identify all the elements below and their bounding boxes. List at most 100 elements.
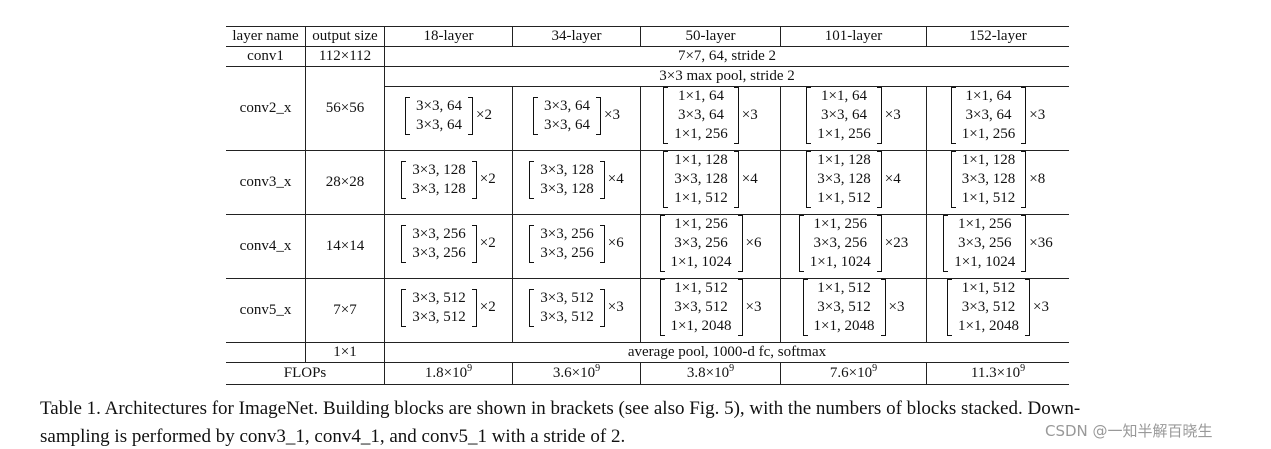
block-layer: 3×3, 128 (540, 180, 594, 197)
block-layers: 1×1, 512 3×3, 512 1×1, 2048 (671, 279, 732, 336)
bracket-group: 3×3, 512 3×3, 512 (401, 288, 477, 327)
block-layer: 3×3, 512 (961, 299, 1016, 315)
left-bracket (529, 160, 535, 199)
block-layer: 1×1, 1024 (809, 254, 871, 270)
block-layer: 3×3, 64 (416, 116, 462, 133)
block-layer: 3×3, 256 (412, 244, 466, 261)
block-layer: 3×3, 128 (412, 161, 466, 178)
block-count: ×2 (476, 107, 492, 123)
block-layer: 1×1, 64 (821, 88, 867, 104)
right-bracket (880, 279, 886, 336)
header-cell: 50-layer (640, 26, 781, 47)
right-bracket (876, 215, 882, 272)
block-cell: 1×1, 64 3×3, 64 1×1, 256 ×3 (926, 86, 1069, 151)
right-bracket (471, 160, 477, 199)
block-layers: 1×1, 256 3×3, 256 1×1, 1024 (954, 215, 1015, 272)
block-layer: 3×3, 512 (674, 299, 728, 315)
block-layer: 3×3, 128 (412, 180, 466, 197)
left-bracket (401, 288, 407, 327)
building-block: 3×3, 128 3×3, 128 ×2 (401, 160, 496, 199)
header-row: layer name output size 18-layer 34-layer 50-… (226, 26, 1069, 47)
block-count: ×2 (479, 171, 496, 187)
output-size: 56×56 (305, 66, 385, 151)
right-bracket (1021, 215, 1027, 272)
block-count: ×2 (479, 235, 496, 251)
bracket-group: 1×1, 128 3×3, 128 1×1, 512 (950, 151, 1027, 208)
building-block: 1×1, 512 3×3, 512 1×1, 2048 ×3 (659, 279, 761, 336)
block-layers: 3×3, 256 3×3, 256 (412, 225, 465, 263)
header-cell: output size (305, 26, 385, 47)
table-row: conv1 112×112 7×7, 64, stride 2 (226, 46, 1069, 67)
block-layer: 1×1, 1024 (670, 254, 732, 270)
block-count: ×3 (884, 107, 901, 123)
block-layer: 3×3, 128 (674, 171, 728, 187)
block-count: ×4 (607, 171, 624, 187)
block-count: ×2 (479, 299, 496, 315)
table-row: conv4_x 14×14 3×3, 256 3×3, 256 ×2 3×3, 256 3×… (226, 214, 1069, 279)
block-layers: 1×1, 512 3×3, 512 1×1, 2048 (814, 279, 875, 336)
flops-base: 7.6×10 (829, 365, 873, 381)
block-layer: 3×3, 64 (965, 107, 1012, 123)
bracket-group: 3×3, 512 3×3, 512 (529, 288, 605, 327)
block-cell: 1×1, 128 3×3, 128 1×1, 512 ×4 (780, 150, 927, 215)
left-bracket (947, 279, 953, 336)
layer-name: conv4_x (226, 214, 306, 279)
header-cell: 34-layer (512, 26, 641, 47)
block-layer: 1×1, 1024 (954, 254, 1016, 270)
right-bracket (876, 87, 882, 144)
layer-name: conv2_x (226, 66, 306, 151)
block-layer: 1×1, 512 (817, 190, 871, 206)
building-block: 3×3, 64 3×3, 64 ×2 (405, 96, 492, 135)
left-bracket (663, 87, 669, 144)
block-cell: 1×1, 256 3×3, 256 1×1, 1024 ×6 (640, 214, 781, 279)
watermark: CSDN @一知半解百晓生 (1045, 422, 1213, 440)
left-bracket (405, 96, 411, 135)
left-bracket (659, 215, 665, 272)
block-layer: 1×1, 512 (674, 280, 728, 296)
bracket-group: 1×1, 64 3×3, 64 1×1, 256 (663, 87, 739, 144)
bracket-group: 3×3, 128 3×3, 128 (401, 160, 477, 199)
block-cell: 1×1, 128 3×3, 128 1×1, 512 ×8 (926, 150, 1069, 215)
block-count: ×6 (745, 235, 762, 251)
block-layer: 1×1, 128 (961, 152, 1016, 168)
layer-name: conv1 (226, 46, 306, 67)
block-layer: 3×3, 256 (674, 235, 728, 251)
layer-name: conv3_x (226, 150, 306, 215)
block-cell: 3×3, 256 3×3, 256 ×6 (512, 214, 641, 279)
table-row: 3×3, 64 3×3, 64 ×2 3×3, 64 3×3, 64 ×3 1×1, 64 3… (226, 86, 1069, 151)
building-block: 1×1, 128 3×3, 128 1×1, 512 ×8 (950, 151, 1045, 208)
block-count: ×4 (741, 171, 758, 187)
block-layer: 1×1, 128 (817, 152, 871, 168)
bracket-group: 3×3, 256 3×3, 256 (529, 224, 605, 263)
block-layer: 3×3, 64 (544, 116, 590, 133)
bracket-group: 1×1, 512 3×3, 512 1×1, 2048 (947, 279, 1030, 336)
bracket-group: 1×1, 128 3×3, 128 1×1, 512 (663, 151, 739, 208)
block-layer: 1×1, 256 (813, 216, 867, 232)
block-count: ×3 (741, 107, 758, 123)
left-bracket (659, 279, 665, 336)
table-row: conv5_x 7×7 3×3, 512 3×3, 512 ×2 3×3, 512 3×3,… (226, 278, 1069, 343)
block-layers: 3×3, 128 3×3, 128 (540, 161, 593, 199)
left-bracket (950, 151, 956, 208)
block-count: ×4 (884, 171, 901, 187)
right-bracket (737, 215, 743, 272)
building-block: 1×1, 128 3×3, 128 1×1, 512 ×4 (806, 151, 901, 208)
header-cell: 101-layer (780, 26, 927, 47)
output-size: 14×14 (305, 214, 385, 279)
block-layers: 1×1, 256 3×3, 256 1×1, 1024 (671, 215, 732, 272)
left-bracket (401, 160, 407, 199)
right-bracket (468, 96, 473, 135)
block-count: ×3 (1033, 299, 1049, 315)
block-layer: 1×1, 2048 (958, 318, 1019, 334)
block-layers: 3×3, 128 3×3, 128 (412, 161, 465, 199)
flops-base: 11.3×10 (970, 365, 1021, 381)
left-bracket (950, 87, 956, 144)
flops-value: 3.6×109 (512, 362, 641, 385)
right-bracket (599, 160, 605, 199)
block-layer: 3×3, 128 (817, 171, 871, 187)
header-cell: layer name (226, 26, 306, 47)
building-block: 3×3, 64 3×3, 64 ×3 (533, 96, 620, 135)
bracket-group: 3×3, 128 3×3, 128 (529, 160, 605, 199)
flops-row: FLOPs 1.8×109 3.6×109 3.8×109 7.6×109 11.3×10… (226, 362, 1069, 385)
block-layer: 3×3, 64 (678, 107, 724, 123)
